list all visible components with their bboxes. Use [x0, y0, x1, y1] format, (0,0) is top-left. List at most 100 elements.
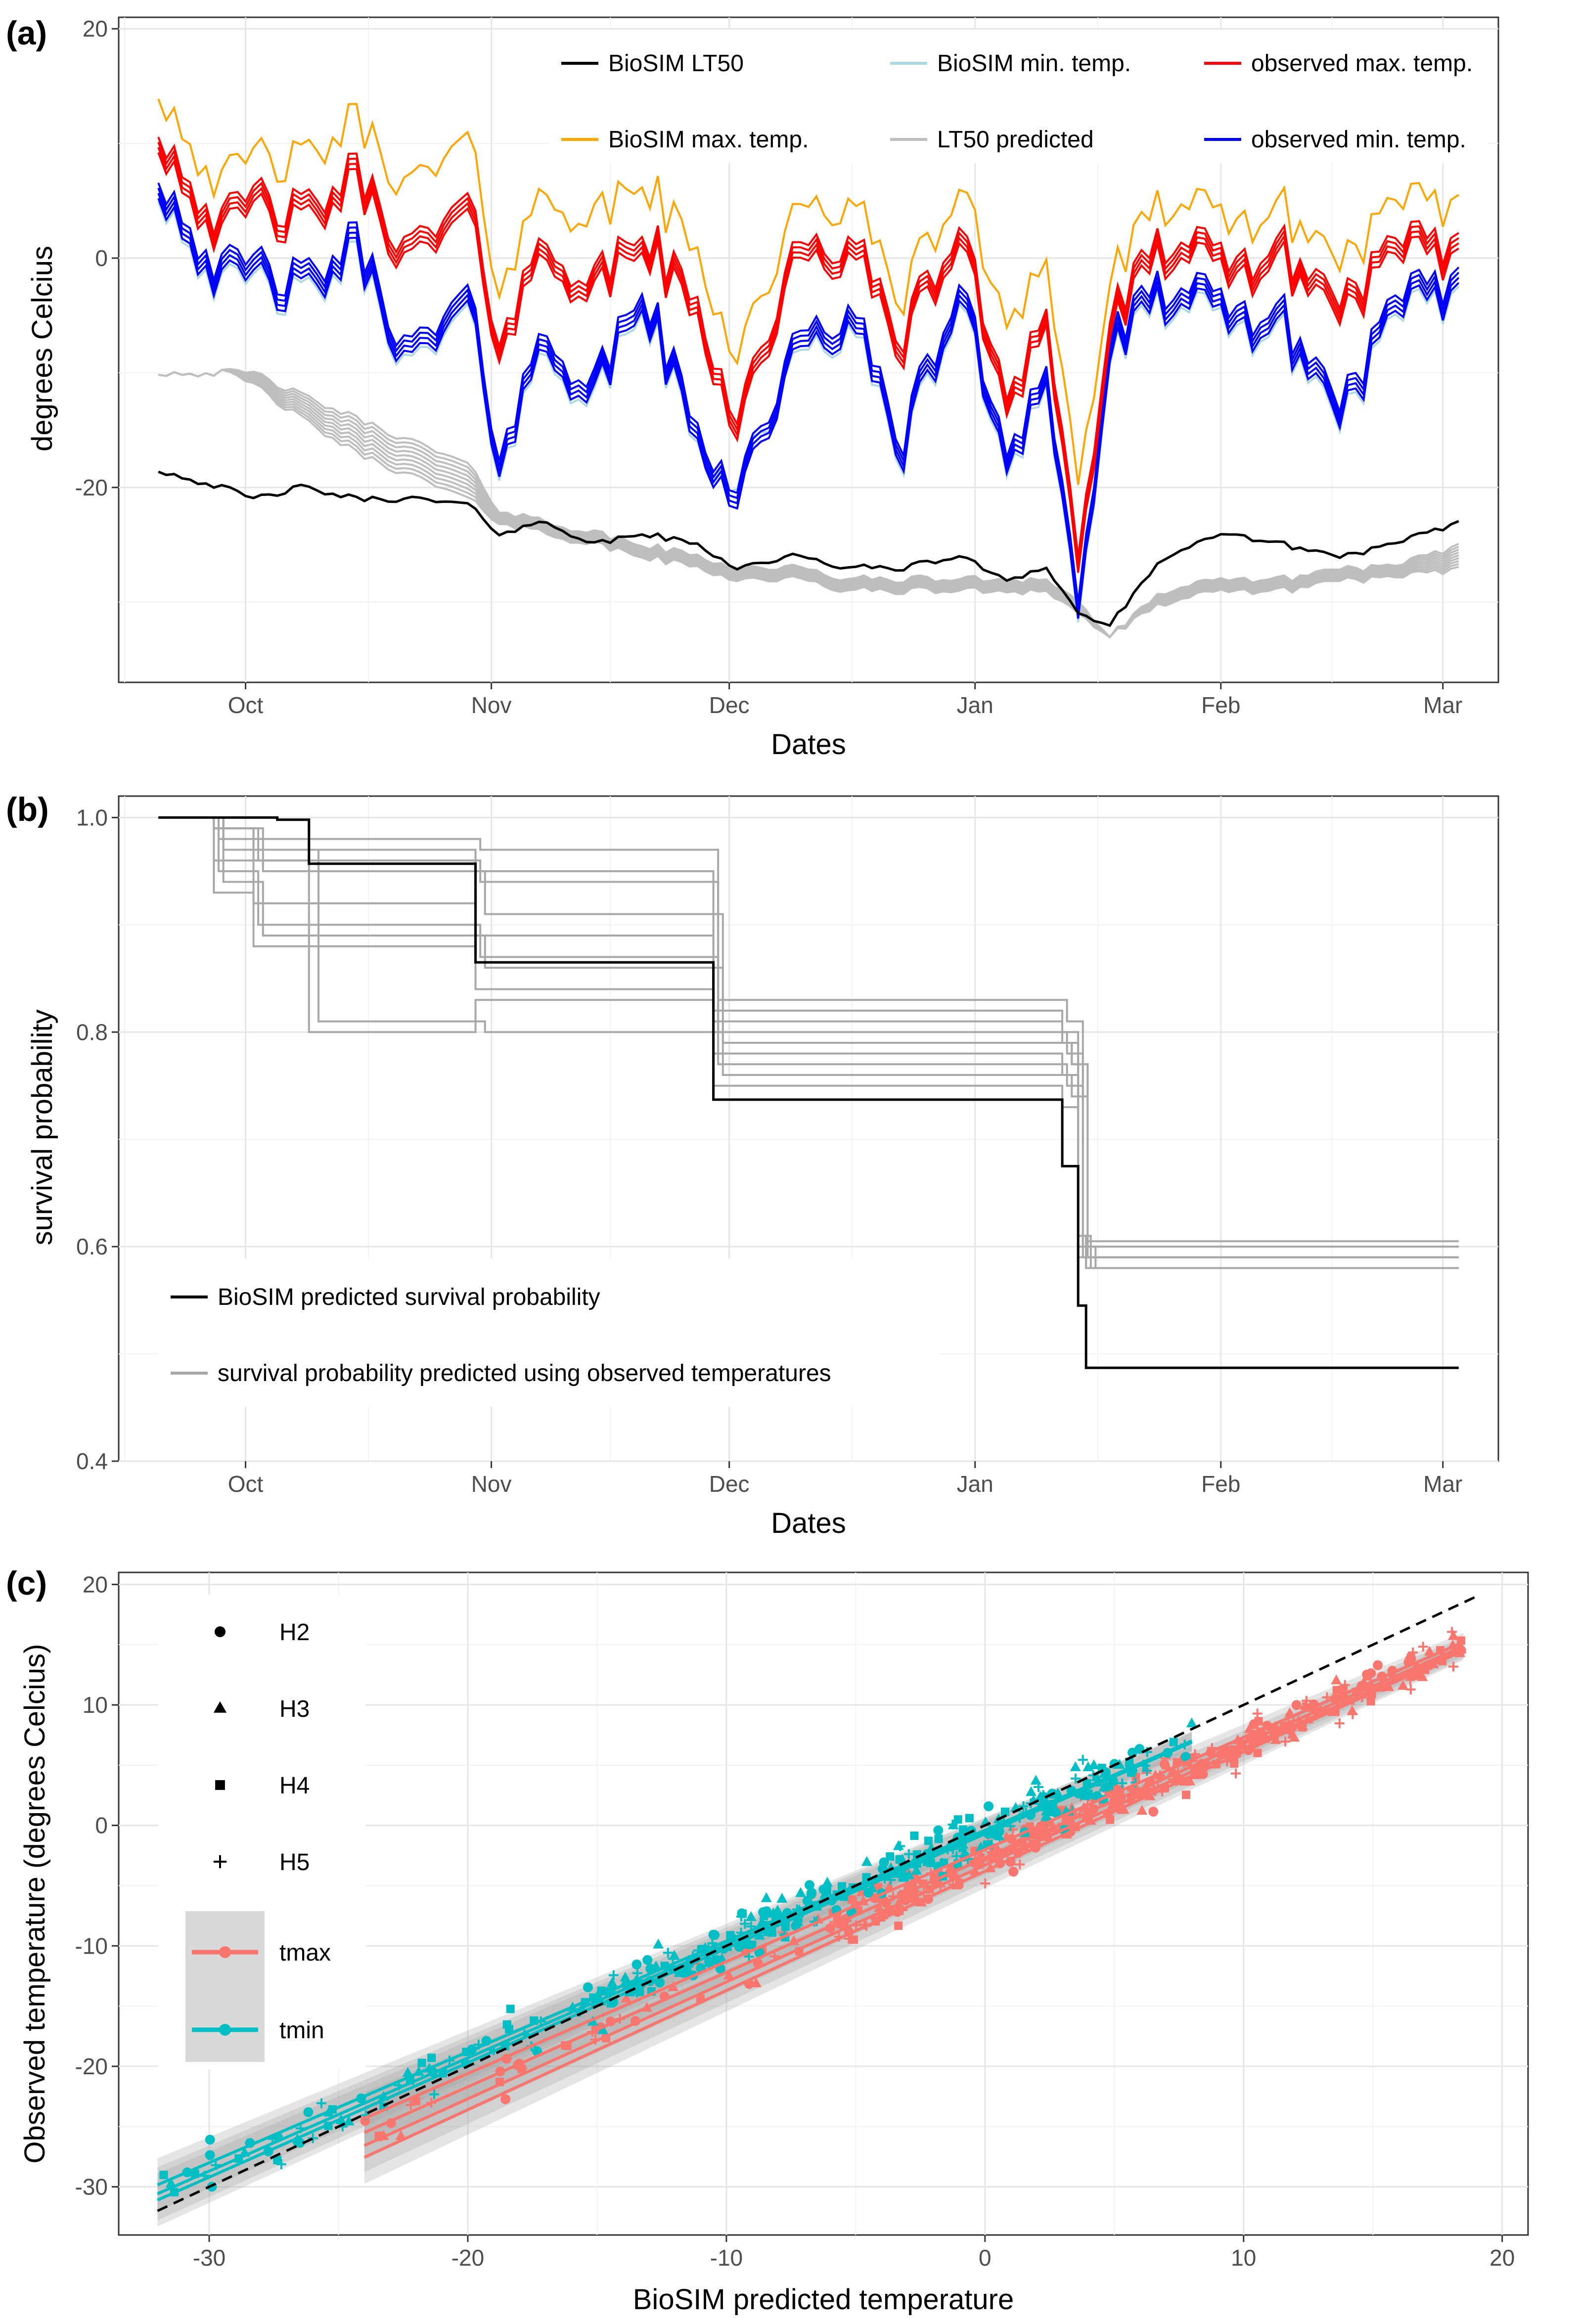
panel-b-legend: BioSIM predicted survival probability sur… — [158, 1258, 940, 1407]
panel-b-legend-label: survival probability predicted using obs… — [218, 1360, 831, 1386]
biosim-max-temp-line — [157, 98, 1459, 485]
scatter-point-triangle — [861, 1856, 872, 1866]
scatter-point-triangle — [1270, 1734, 1281, 1744]
panel-a-x-axis-label: Dates — [771, 728, 846, 760]
tmax-fit-line — [363, 1649, 1464, 2159]
scatter-point-triangle — [1331, 1674, 1342, 1685]
scatter-point-circle — [933, 1825, 944, 1835]
panel-b-ticks: Oct Nov Dec Jan Feb Mar 0.4 0.6 0.8 1.0 — [76, 804, 1462, 1497]
panel-a-legend-label: BioSIM LT50 — [608, 50, 744, 77]
scatter-point-square — [1406, 1653, 1415, 1662]
panel-a-series — [157, 98, 1460, 639]
scatter-point-triangle — [395, 2130, 406, 2140]
panel-c-x-tick-label: -20 — [451, 2245, 484, 2271]
scatter-point-triangle — [1080, 1790, 1091, 1800]
panel-c-shape-legend-background — [158, 1595, 366, 1906]
lt50-predicted-line — [158, 368, 1459, 639]
panel-c-color-legend-key — [219, 1946, 231, 1958]
scatter-point-circle — [500, 2094, 511, 2104]
panel-b-legend-background — [158, 1258, 940, 1407]
panel-c-x-tick-label: -30 — [193, 2245, 225, 2271]
lt50-predicted-line — [158, 368, 1459, 639]
scatter-point-triangle — [653, 1938, 664, 1949]
panel-c-label: (c) — [6, 1564, 47, 1602]
scatter-point-circle — [1159, 1759, 1170, 1770]
lt50-predicted-line — [158, 368, 1459, 639]
scatter-point-triangle — [1030, 1775, 1041, 1785]
scatter-point-square — [748, 1940, 757, 1949]
observed-max-temp-line — [157, 141, 1459, 563]
scatter-point-circle — [758, 1907, 768, 1918]
biosim-survival-line — [158, 816, 1459, 1369]
panel-c-y-tick-label: 20 — [83, 1571, 108, 1597]
scatter-point-triangle — [1091, 1771, 1102, 1782]
scatter-point-square — [953, 1815, 962, 1824]
observed-max-temp-line — [157, 147, 1459, 568]
tmax-fit-line — [363, 1645, 1464, 2134]
panel-a-legend-label: observed min. temp. — [1251, 127, 1466, 153]
scatter-point-circle — [1008, 1867, 1019, 1877]
observed-max-temp-line — [157, 136, 1459, 558]
panel-c-color-legend-key-background — [185, 1911, 265, 2062]
scatter-point-circle — [583, 1982, 593, 1993]
scatter-point-triangle — [650, 1961, 662, 1971]
lt50-predicted-line — [158, 368, 1459, 639]
observed-max-temp-line — [157, 152, 1459, 573]
panel-a-x-tick-label: Oct — [228, 692, 264, 718]
scatter-point-square — [934, 1834, 943, 1843]
scatter-point-triangle — [947, 1819, 959, 1830]
panel-c-fit-lines — [157, 1595, 1477, 2212]
panel-c-legend: H2 H3 H4 H5 tmax tmin — [158, 1595, 366, 2069]
panel-a-x-tick-label: Dec — [709, 692, 750, 718]
scatter-point-square — [1332, 1686, 1341, 1695]
scatter-point-square — [635, 1988, 644, 1997]
scatter-point-square — [886, 1852, 895, 1861]
panel-c-x-tick-label: -10 — [710, 2245, 743, 2271]
panel-b-x-tick-label: Mar — [1423, 1471, 1462, 1497]
one-to-one-reference-line — [157, 1595, 1477, 2212]
scatter-point-triangle — [1397, 1680, 1409, 1690]
observed-min-temp-line — [157, 187, 1460, 609]
legend-shape-triangle — [213, 1701, 227, 1713]
legend-shape-circle — [215, 1626, 225, 1637]
panel-a-x-tick-label: Nov — [471, 692, 512, 718]
panel-c-y-tick-label: -30 — [75, 2174, 108, 2200]
scatter-point-square — [1366, 1697, 1375, 1706]
scatter-point-square — [1097, 1764, 1106, 1773]
observed-survival-line — [158, 816, 1459, 1248]
scatter-point-triangle — [1035, 1790, 1046, 1801]
panel-a-x-tick-label: Feb — [1201, 692, 1240, 718]
scatter-point-triangle — [792, 1916, 804, 1926]
panel-b-x-tick-label: Oct — [228, 1471, 264, 1497]
scatter-point-circle — [984, 1801, 994, 1811]
scatter-point-circle — [754, 1947, 765, 1958]
lt50-predicted-line — [158, 368, 1459, 639]
scatter-point-circle — [710, 1930, 720, 1940]
scatter-point-square — [273, 2155, 282, 2164]
lt50-predicted-line — [158, 368, 1459, 639]
tmax-fit-line — [363, 1648, 1464, 2147]
scatter-point-triangle — [669, 1950, 680, 1960]
panel-b-y-axis-label: survival probability — [26, 1009, 58, 1245]
scatter-point-circle — [631, 1959, 642, 1969]
scatter-point-square — [838, 1882, 847, 1891]
biosim-lt50-line — [158, 470, 1459, 627]
panel-b-x-tick-label: Feb — [1201, 1471, 1240, 1497]
panel-a-legend: BioSIM LT50 BioSIM min. temp. observed max… — [549, 30, 1488, 163]
scatter-point-triangle — [1287, 1728, 1298, 1739]
scatter-point-triangle — [767, 1907, 779, 1918]
scatter-point-triangle — [1186, 1717, 1197, 1728]
panel-b-y-tick-label: 0.8 — [76, 1019, 108, 1045]
scatter-point-circle — [295, 2138, 305, 2148]
panel-a: (a) BioSIM LT50 BioSIM min. temp. observed… — [6, 14, 1499, 760]
panel-a-y-tick-label: 20 — [83, 16, 108, 42]
scatter-point-triangle — [822, 1877, 833, 1887]
panel-b: (b) BioSIM predicted survival probabilit… — [6, 791, 1499, 1539]
panel-a-legend-label: observed max. temp. — [1251, 50, 1473, 77]
scatter-point-triangle — [1136, 1804, 1148, 1815]
scatter-point-square — [1106, 1815, 1115, 1824]
scatter-point-triangle — [402, 2067, 413, 2077]
panel-c-y-tick-label: 0 — [95, 1813, 108, 1838]
panel-c-x-tick-label: 0 — [979, 2245, 991, 2271]
panel-a-legend-background — [549, 30, 1488, 163]
